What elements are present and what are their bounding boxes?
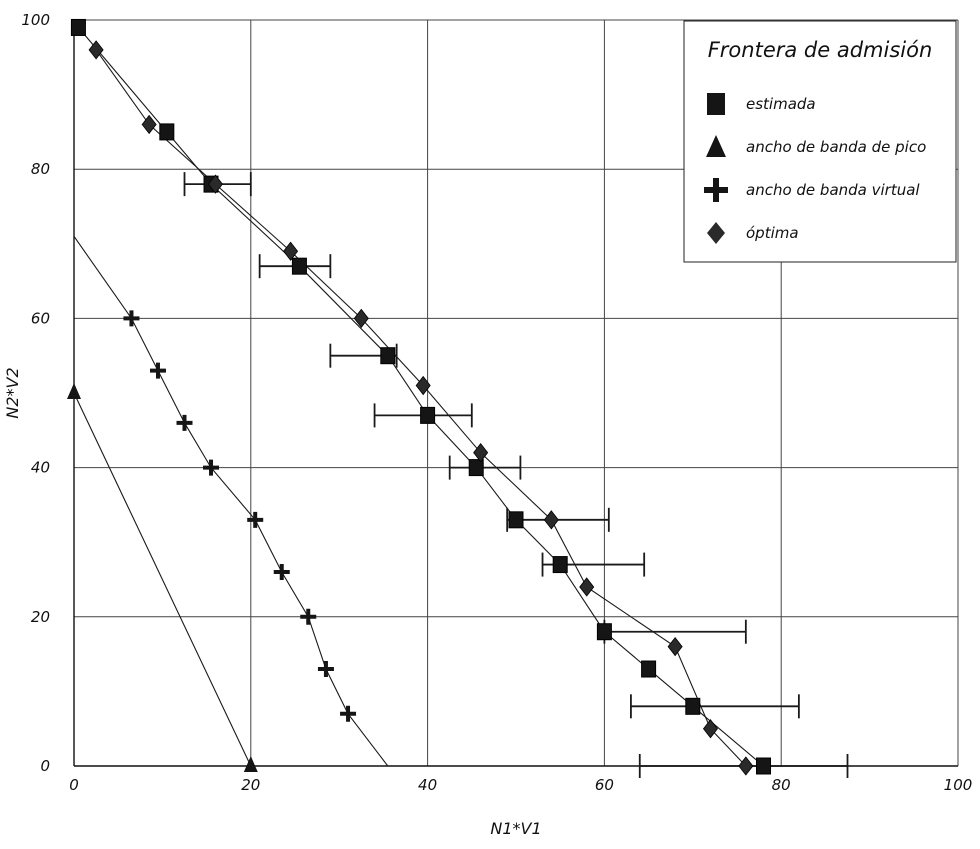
series-lines (73, 27, 764, 767)
y-tick-label: 60 (31, 309, 50, 327)
point-optima (353, 308, 369, 329)
point-optima (738, 756, 754, 776)
x-tick-label: 20 (241, 776, 260, 794)
x-tick-label: 0 (69, 776, 79, 794)
markers (67, 18, 772, 776)
point-optima (543, 510, 559, 530)
y-tick-label: 80 (31, 160, 50, 178)
legend-label-ancho-de-banda-virtual: ancho de banda virtual (746, 181, 920, 199)
legend-marker-estimada (707, 93, 725, 115)
point-optima (283, 241, 299, 261)
legend-label-ancho-de-banda-de-pico: ancho de banda de pico (746, 138, 926, 156)
legend-label-estimada: estimada (746, 95, 816, 113)
point-estimada (552, 556, 568, 574)
legend-box (683, 20, 957, 263)
error-bars (183, 172, 849, 778)
point-estimada (159, 123, 175, 141)
point-ancho-de-banda-de-pico (67, 383, 81, 399)
y-tick-label: 40 (31, 459, 50, 477)
y-tick-label: 20 (31, 608, 50, 626)
point-ancho-de-banda-virtual (176, 414, 193, 431)
legend: Frontera de admisión estimada ancho de ba… (683, 20, 957, 263)
y-tick-label: 100 (21, 11, 50, 29)
point-ancho-de-banda-virtual (123, 310, 140, 327)
point-optima (667, 636, 683, 657)
point-estimada (468, 459, 484, 477)
point-optima (702, 719, 718, 739)
point-estimada (291, 257, 307, 275)
legend-marker-ancho-de-banda-de-pico (706, 135, 726, 157)
point-ancho-de-banda-virtual (273, 564, 290, 581)
legend-label-optima: óptima (746, 224, 799, 242)
point-estimada (685, 697, 701, 715)
legend-marker-optima (707, 222, 725, 244)
point-optima (579, 577, 595, 597)
point-estimada (508, 511, 524, 529)
legend-items: estimada ancho de banda de pico ancho de b… (704, 93, 926, 244)
point-ancho-de-banda-virtual (300, 608, 317, 625)
point-ancho-de-banda-de-pico (243, 756, 258, 772)
series-line-ancho-de-banda-de-pico (73, 392, 252, 767)
point-optima (473, 443, 489, 463)
point-optima (88, 40, 104, 60)
point-estimada (70, 18, 86, 36)
y-tick-label: 0 (40, 757, 50, 775)
x-tick-label: 80 (772, 776, 791, 794)
point-optima (415, 375, 431, 396)
point-optima (207, 174, 223, 194)
point-estimada (641, 660, 657, 678)
series-line-estimada (78, 27, 764, 767)
series-line-ancho-de-banda-virtual (73, 236, 389, 767)
x-tick-label: 60 (595, 776, 614, 794)
point-optima (141, 114, 157, 135)
x-tick-label: 100 (944, 776, 973, 794)
point-estimada (380, 347, 396, 365)
point-ancho-de-banda-virtual (317, 661, 334, 678)
point-estimada (756, 757, 772, 775)
point-estimada (596, 623, 612, 641)
ticks: 0 20 40 60 80 100 0 20 40 60 80 100 (21, 11, 972, 794)
point-ancho-de-banda-virtual (203, 459, 220, 476)
x-axis-title: N1*V1 (490, 819, 541, 838)
point-estimada (420, 406, 436, 424)
point-ancho-de-banda-virtual (247, 511, 264, 528)
legend-title: Frontera de admisión (708, 38, 933, 62)
series-line-optima (95, 49, 747, 767)
point-ancho-de-banda-virtual (340, 705, 357, 722)
x-tick-label: 40 (418, 776, 437, 794)
y-axis-title: N2*V2 (3, 367, 22, 418)
point-ancho-de-banda-virtual (149, 362, 166, 379)
legend-marker-ancho-de-banda-virtual (704, 178, 728, 202)
